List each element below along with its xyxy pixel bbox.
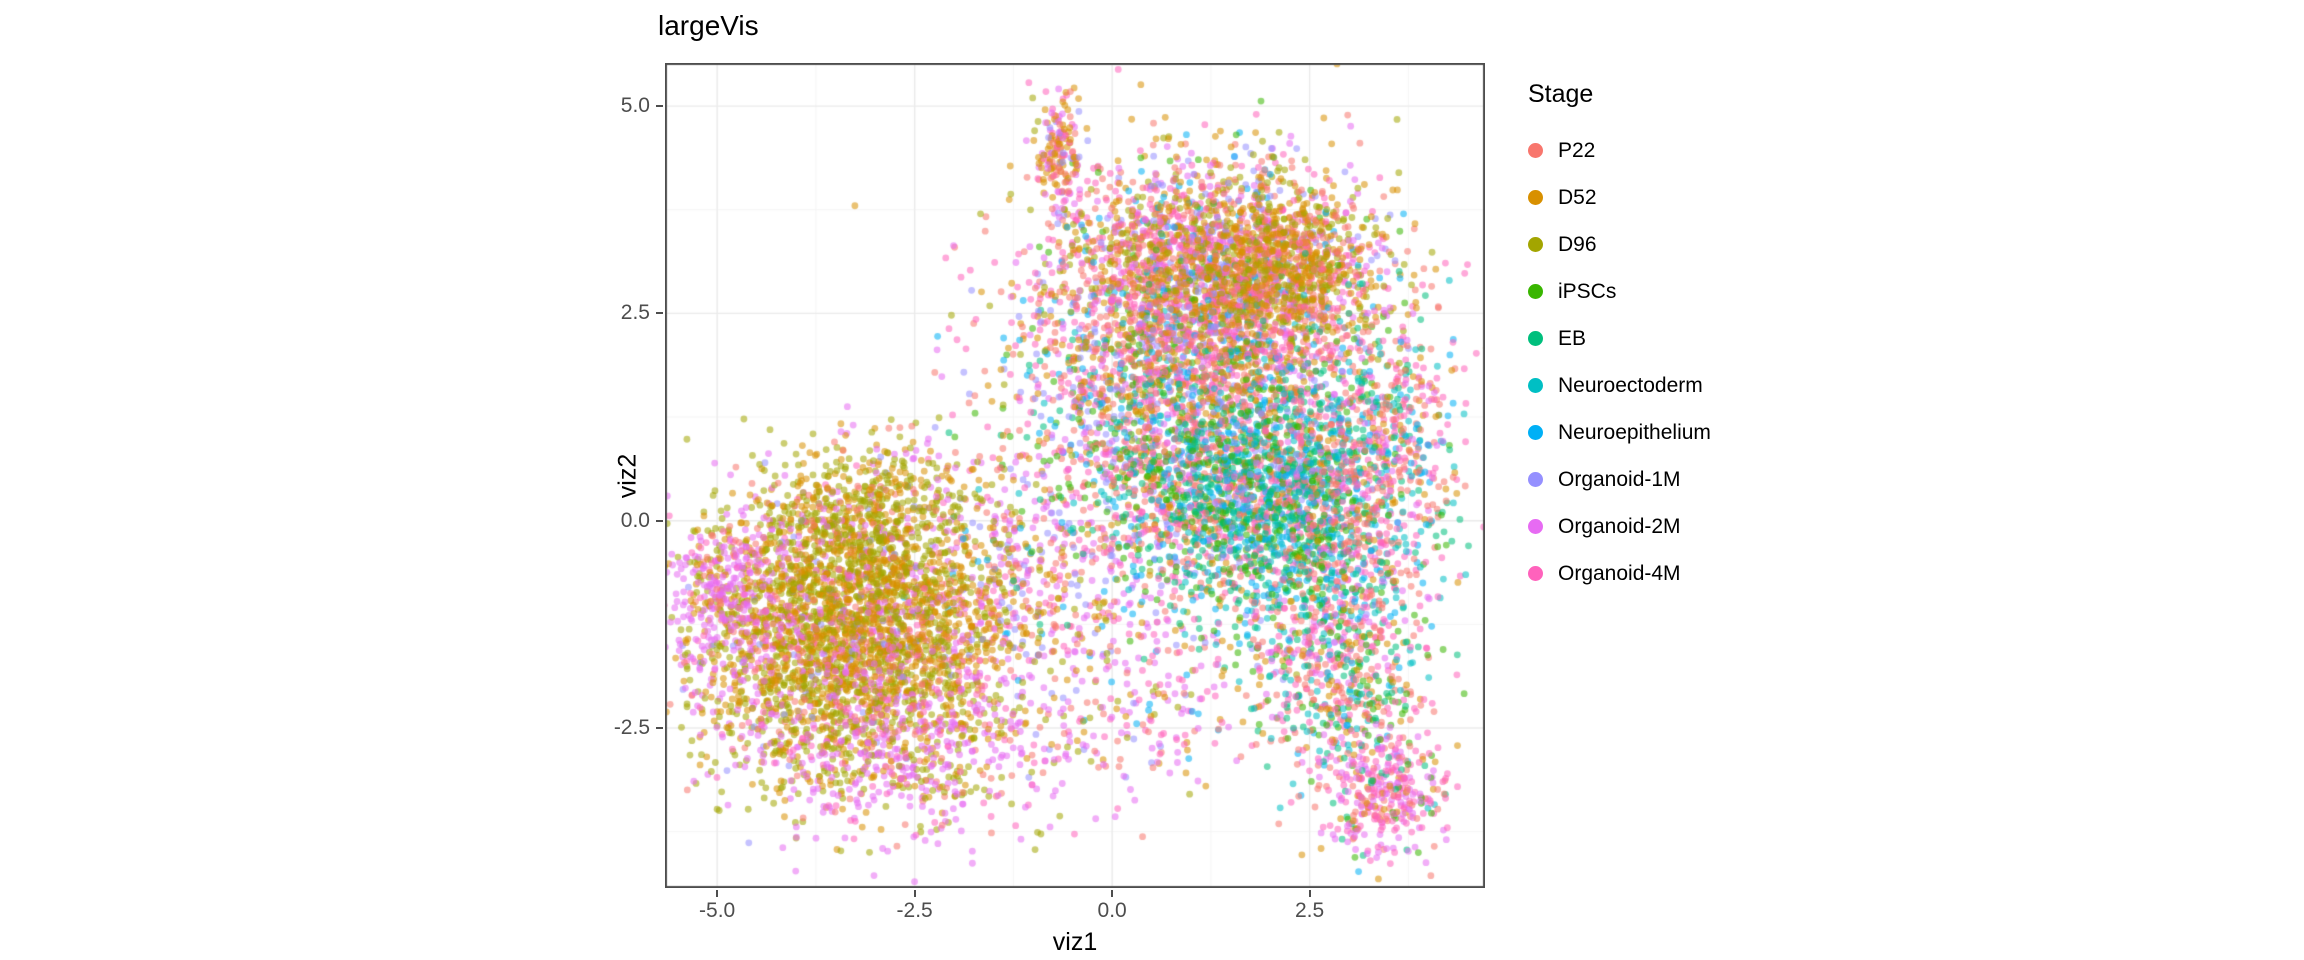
legend-item-organoid-2m: Organoid-2M	[1528, 503, 1711, 550]
y-tick-label: 5.0	[620, 94, 650, 118]
legend-item-ipscs: iPSCs	[1528, 268, 1711, 315]
legend-key-dot	[1528, 519, 1543, 534]
legend-key-dot	[1528, 237, 1543, 252]
legend-item-neuroectoderm: Neuroectoderm	[1528, 362, 1711, 409]
x-tick-mark	[1308, 890, 1311, 897]
x-tick-mark	[913, 890, 916, 897]
legend-key-dot	[1528, 190, 1543, 205]
legend-item-label: D96	[1558, 232, 1597, 256]
legend-item-label: D52	[1558, 185, 1597, 209]
legend-title: Stage	[1528, 80, 1594, 108]
y-tick-label: 0.0	[620, 508, 650, 532]
x-tick-mark	[1111, 890, 1114, 897]
y-tick-mark	[656, 312, 663, 315]
legend-item-d52: D52	[1528, 174, 1711, 221]
plot-panel	[665, 63, 1485, 888]
legend-item-label: iPSCs	[1558, 279, 1617, 303]
x-axis-label: viz1	[1052, 928, 1098, 956]
y-tick-label: 2.5	[620, 301, 650, 325]
legend-key-dot	[1528, 284, 1543, 299]
x-tick-label: 0.0	[1097, 899, 1127, 922]
legend-key-dot	[1528, 331, 1543, 346]
legend-item-organoid-1m: Organoid-1M	[1528, 456, 1711, 503]
legend-item-label: P22	[1558, 138, 1596, 162]
legend-item-p22: P22	[1528, 127, 1711, 174]
y-tick-mark	[656, 726, 663, 729]
legend-key-dot	[1528, 425, 1543, 440]
legend-item-eb: EB	[1528, 315, 1711, 362]
x-tick-mark	[716, 890, 719, 897]
legend-item-label: Neuroectoderm	[1558, 373, 1703, 397]
legend-key-dot	[1528, 472, 1543, 487]
legend-item-label: Neuroepithelium	[1558, 420, 1711, 444]
legend-key-dot	[1528, 143, 1543, 158]
legend-item-label: Organoid-4M	[1558, 561, 1681, 585]
legend: Stage P22 D52 D96 iPSCs EB Neuroectoderm Neuro…	[1528, 80, 1711, 597]
legend-key-dot	[1528, 566, 1543, 581]
x-tick-label: -5.0	[699, 899, 736, 922]
y-tick-label: -2.5	[613, 715, 650, 739]
scatter-canvas	[665, 63, 1485, 888]
legend-item-neuroepithelium: Neuroepithelium	[1528, 409, 1711, 456]
x-tick-label: -2.5	[896, 899, 933, 922]
y-axis-label: viz2	[613, 453, 642, 499]
legend-item-label: Organoid-2M	[1558, 514, 1681, 538]
legend-item-d96: D96	[1528, 221, 1711, 268]
legend-item-organoid-4m: Organoid-4M	[1528, 550, 1711, 597]
y-tick-mark	[656, 519, 663, 522]
legend-key-dot	[1528, 378, 1543, 393]
y-tick-mark	[656, 105, 663, 108]
plot-title: largeVis	[658, 10, 759, 41]
legend-items: P22 D52 D96 iPSCs EB Neuroectoderm Neuroepithe…	[1528, 127, 1711, 597]
x-tick-label: 2.5	[1295, 899, 1325, 922]
legend-item-label: EB	[1558, 326, 1587, 350]
legend-item-label: Organoid-1M	[1558, 467, 1681, 491]
